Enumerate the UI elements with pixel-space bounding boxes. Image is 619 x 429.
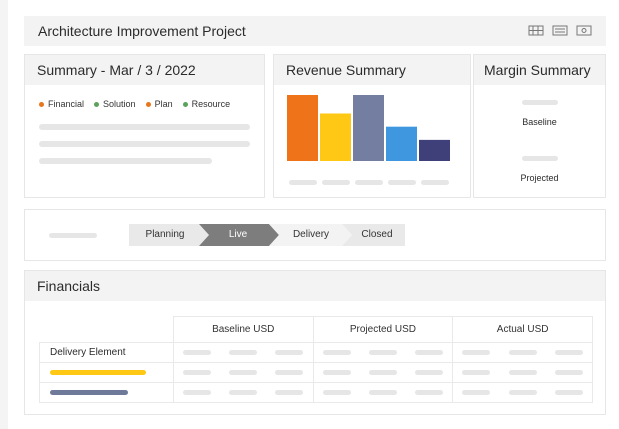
axis-placeholder	[388, 180, 416, 185]
baseline-label: Baseline	[522, 117, 557, 127]
table-cell	[452, 362, 593, 383]
revenue-card: Revenue Summary	[273, 54, 471, 198]
stage-closed-shape	[342, 224, 405, 246]
legend-label: Resource	[191, 99, 231, 109]
table-cell	[172, 362, 314, 383]
legend-item: Financial	[39, 99, 84, 109]
text-placeholder	[39, 124, 250, 130]
revenue-bar-4	[386, 126, 417, 161]
legend-dot	[182, 101, 188, 107]
summary-card: Summary - Mar / 3 / 2022 Financial Solut…	[24, 54, 265, 198]
page: Architecture Improvement Project Summary…	[8, 0, 619, 429]
stage-planning-shape	[129, 224, 209, 246]
column-header: Projected USD	[312, 316, 454, 343]
value-placeholder	[522, 100, 558, 105]
table-cell	[312, 382, 454, 403]
text-placeholder	[39, 158, 212, 164]
legend-dot	[39, 101, 44, 107]
column-header: Baseline USD	[172, 316, 314, 343]
stage-planning[interactable]: Planning	[145, 229, 185, 240]
stage-closed[interactable]: Closed	[361, 229, 393, 240]
table-corner	[39, 316, 174, 343]
list-icon[interactable]	[552, 25, 568, 36]
table-row: Delivery Element	[39, 342, 593, 363]
financials-title: Financials	[25, 271, 605, 301]
revenue-bar-3	[353, 95, 384, 161]
legend-label: Solution	[103, 99, 136, 109]
table-header-row: Baseline USD Projected USD Actual USD	[39, 316, 593, 343]
stage-live-shape	[199, 224, 279, 246]
money-icon[interactable]	[576, 25, 592, 36]
legend-dot	[94, 101, 100, 107]
flag-icon[interactable]	[528, 25, 544, 36]
series-swatch-slate	[50, 389, 128, 395]
table-cell	[312, 362, 454, 383]
series-swatch-cell	[39, 382, 174, 403]
value-placeholder	[522, 156, 558, 161]
financials-table: Baseline USD Projected USD Actual USD De…	[39, 316, 593, 403]
table-cell	[172, 342, 314, 363]
table-cell	[312, 342, 454, 363]
axis-placeholder	[355, 180, 383, 185]
legend-item: Resource	[182, 99, 231, 109]
axis-placeholder	[421, 180, 449, 185]
series-swatch-yellow	[50, 369, 146, 375]
revenue-chart	[287, 95, 450, 161]
projected-label: Projected	[520, 173, 559, 183]
margin-title: Margin Summary	[474, 55, 605, 85]
revenue-bar-5	[419, 139, 450, 161]
text-placeholder	[39, 141, 250, 147]
pipeline-card: Planning Live Delivery Closed	[24, 209, 606, 261]
table-cell	[452, 382, 593, 403]
financials-card: Financials Baseline USD Projected USD Ac…	[24, 270, 606, 415]
series-swatch-cell	[39, 362, 174, 383]
revenue-title: Revenue Summary	[274, 55, 470, 85]
legend-item: Plan	[145, 99, 173, 109]
legend-dot	[145, 101, 151, 107]
stage-delivery[interactable]: Delivery	[292, 229, 330, 240]
legend-item: Solution	[94, 99, 136, 109]
stage-live[interactable]: Live	[228, 229, 248, 240]
revenue-bar-1	[287, 95, 318, 161]
row-label: Delivery Element	[39, 342, 174, 363]
table-row	[39, 382, 593, 403]
legend-label: Plan	[154, 99, 173, 109]
header-toolbar	[528, 25, 592, 36]
status-placeholder	[49, 233, 97, 238]
column-header: Actual USD	[452, 316, 593, 343]
project-title: Architecture Improvement Project	[38, 23, 246, 39]
legend-label: Financial	[48, 99, 85, 109]
revenue-bar-2	[320, 113, 351, 161]
axis-placeholder	[322, 180, 350, 185]
summary-legend: Financial Solution Plan Resource	[39, 99, 230, 109]
stage-delivery-shape	[269, 224, 352, 246]
table-row	[39, 362, 593, 383]
summary-title: Summary - Mar / 3 / 2022	[25, 55, 264, 85]
axis-placeholder	[289, 180, 317, 185]
margin-card: Margin Summary Baseline Projected	[473, 54, 606, 198]
table-cell	[172, 382, 314, 403]
project-header: Architecture Improvement Project	[24, 16, 606, 46]
table-cell	[452, 342, 593, 363]
pipeline-stages	[129, 224, 405, 246]
